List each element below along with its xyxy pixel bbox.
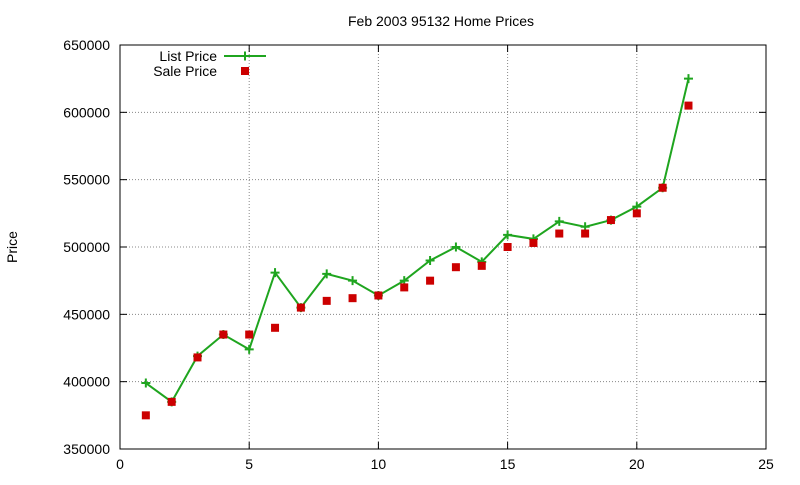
x-tick-label: 5 [245,456,253,472]
y-tick-label: 350000 [63,441,110,457]
sale-price-point [658,183,667,192]
x-tick-label: 15 [500,456,516,472]
sale-price-point [167,397,176,406]
sale-price-point [606,216,615,225]
chart-title: Feb 2003 95132 Home Prices [348,13,534,29]
sale-price-point [271,323,280,332]
list-price-point [503,230,513,240]
y-tick-label: 550000 [63,172,110,188]
list-price-point [451,242,461,252]
sale-price-point [529,238,538,247]
x-tick-label: 25 [758,456,774,472]
sale-price-point [555,229,564,238]
sale-price-point [581,229,590,238]
legend-marker-list-price [240,51,250,61]
list-price-line [145,78,690,404]
list-price-point [141,378,151,388]
list-price-point [554,216,564,226]
sale-price-point [296,303,305,312]
axis-ticks: 0 5 10 15 20 25 350000 400000 450000 500000 550000… [63,37,774,472]
list-price-point [244,344,254,354]
x-tick-label: 0 [116,456,124,472]
sale-price-point [426,276,435,285]
sale-price-point [632,209,641,218]
y-tick-label: 450000 [63,306,110,322]
sale-price-point [374,291,383,300]
sale-price-point [245,330,254,339]
sale-price-point [193,353,202,362]
plot-frame [119,44,767,450]
legend-label-list-price: List Price [159,48,217,64]
y-tick-label: 600000 [63,104,110,120]
list-price-point [683,74,693,84]
sale-price-point [400,283,409,292]
y-tick-label: 650000 [63,37,110,53]
x-tick-label: 20 [629,456,645,472]
x-tick-label: 10 [371,456,387,472]
y-axis-label: Price [4,231,20,263]
legend-marker-sale-price [241,67,249,75]
sale-price-point [684,101,693,110]
list-price-point [425,255,435,265]
sale-price-point [322,296,331,305]
list-price-point [322,269,332,279]
y-tick-label: 500000 [63,239,110,255]
legend-label-sale-price: Sale Price [153,63,217,79]
sale-price-point [219,330,228,339]
list-price-point [270,268,280,278]
sale-price-point [141,411,150,420]
list-price-point [348,276,358,286]
series [141,74,693,420]
grid [120,45,766,449]
sale-price-point [348,294,357,303]
sale-price-point [477,261,486,270]
sale-price-point [503,243,512,251]
sale-price-point [451,263,460,272]
y-tick-label: 400000 [63,374,110,390]
